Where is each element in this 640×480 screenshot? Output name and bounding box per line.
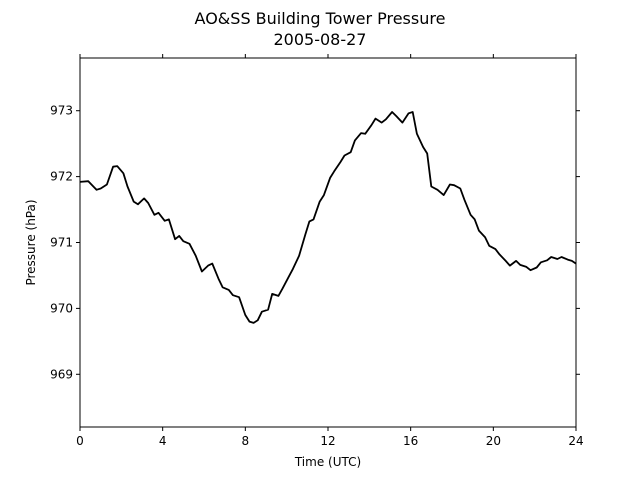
x-tick-label: 20 [486, 434, 501, 448]
x-tick-label: 24 [568, 434, 583, 448]
chart-subtitle: 2005-08-27 [274, 30, 367, 49]
x-tick-label: 16 [403, 434, 418, 448]
chart-title: AO&SS Building Tower Pressure [195, 9, 446, 28]
plot-area [79, 57, 577, 428]
y-tick-label: 970 [50, 301, 73, 315]
x-axis-label: Time (UTC) [294, 455, 361, 469]
y-tick-label: 972 [50, 170, 73, 184]
x-tick-label: 12 [320, 434, 335, 448]
y-axis-label: Pressure (hPa) [24, 199, 38, 285]
y-axis-ticks: 969 970 971 972 973 [50, 104, 580, 381]
y-tick-label: 973 [50, 104, 73, 118]
x-axis-ticks: 0 4 8 12 16 20 24 [76, 54, 584, 448]
x-tick-label: 8 [242, 434, 250, 448]
pressure-series-line [79, 111, 577, 324]
plot-background [80, 58, 576, 427]
y-tick-label: 971 [50, 236, 73, 250]
x-tick-label: 0 [76, 434, 84, 448]
y-tick-label: 969 [50, 367, 73, 381]
x-tick-label: 4 [159, 434, 167, 448]
